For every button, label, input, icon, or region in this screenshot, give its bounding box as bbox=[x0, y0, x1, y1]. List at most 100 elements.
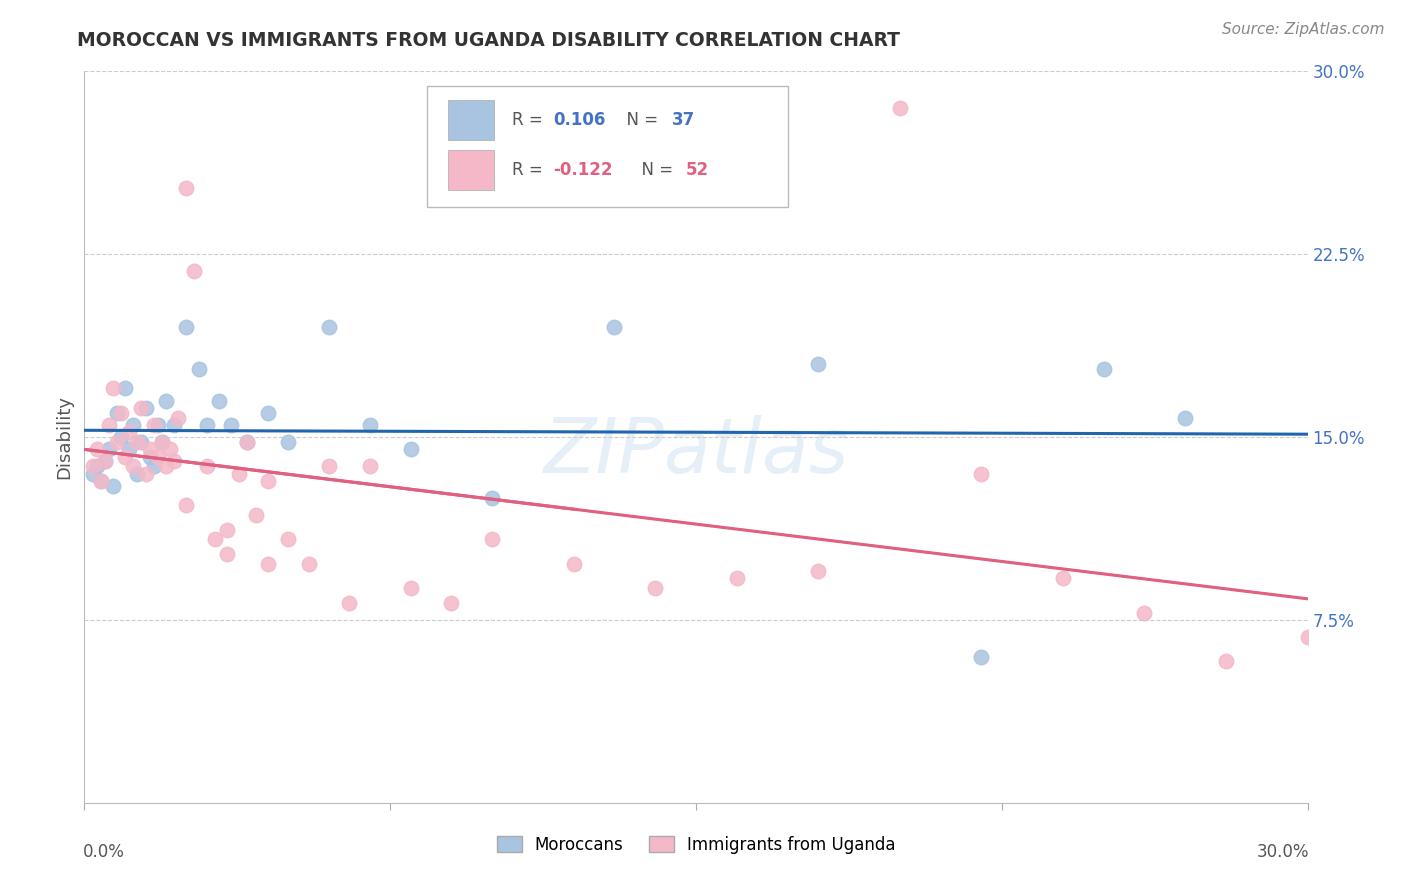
Point bbox=[245, 508, 267, 522]
Point bbox=[236, 434, 259, 449]
Point bbox=[217, 547, 239, 561]
Point bbox=[1174, 410, 1197, 425]
Point bbox=[135, 401, 157, 415]
Point bbox=[146, 417, 169, 432]
Point bbox=[339, 596, 361, 610]
Point bbox=[889, 101, 911, 115]
Point bbox=[101, 479, 124, 493]
Point bbox=[204, 533, 226, 547]
Point bbox=[1092, 361, 1115, 376]
Point bbox=[86, 459, 108, 474]
FancyBboxPatch shape bbox=[447, 100, 494, 140]
Point bbox=[183, 264, 205, 278]
Point bbox=[135, 467, 157, 481]
Text: 30.0%: 30.0% bbox=[1257, 843, 1309, 861]
Point bbox=[163, 417, 186, 432]
Point bbox=[195, 459, 218, 474]
Point bbox=[110, 430, 132, 444]
Y-axis label: Disability: Disability bbox=[55, 395, 73, 479]
Point bbox=[359, 459, 381, 474]
Text: ZIPatlas: ZIPatlas bbox=[543, 415, 849, 489]
Point bbox=[122, 417, 145, 432]
Point bbox=[1296, 630, 1319, 644]
Point bbox=[142, 417, 165, 432]
Point bbox=[603, 320, 626, 334]
Point bbox=[481, 491, 503, 505]
Point bbox=[114, 450, 136, 464]
Point bbox=[110, 406, 132, 420]
Point bbox=[155, 459, 177, 474]
Point bbox=[219, 417, 242, 432]
Point bbox=[217, 523, 239, 537]
Text: 0.106: 0.106 bbox=[553, 112, 605, 129]
Text: MOROCCAN VS IMMIGRANTS FROM UGANDA DISABILITY CORRELATION CHART: MOROCCAN VS IMMIGRANTS FROM UGANDA DISAB… bbox=[77, 31, 900, 50]
Point bbox=[318, 320, 340, 334]
FancyBboxPatch shape bbox=[447, 150, 494, 190]
Point bbox=[1052, 572, 1074, 586]
Point bbox=[127, 467, 149, 481]
Point bbox=[1133, 606, 1156, 620]
Point bbox=[257, 406, 280, 420]
Point bbox=[277, 533, 299, 547]
Text: 0.0%: 0.0% bbox=[83, 843, 125, 861]
Point bbox=[150, 434, 173, 449]
Point bbox=[93, 454, 115, 468]
Point bbox=[807, 564, 830, 578]
Point bbox=[97, 417, 120, 432]
Point bbox=[298, 557, 321, 571]
Text: R =: R = bbox=[513, 112, 548, 129]
Point bbox=[163, 454, 186, 468]
Point bbox=[101, 381, 124, 395]
Text: 37: 37 bbox=[672, 112, 695, 129]
Point bbox=[208, 393, 231, 408]
Point bbox=[725, 572, 748, 586]
Point bbox=[118, 442, 141, 457]
Point bbox=[174, 181, 197, 195]
Text: Source: ZipAtlas.com: Source: ZipAtlas.com bbox=[1222, 22, 1385, 37]
Point bbox=[90, 474, 112, 488]
Point bbox=[399, 442, 422, 457]
Legend: Moroccans, Immigrants from Uganda: Moroccans, Immigrants from Uganda bbox=[489, 829, 903, 860]
Point bbox=[90, 474, 112, 488]
Point bbox=[118, 425, 141, 440]
Point bbox=[86, 442, 108, 457]
Point bbox=[970, 467, 993, 481]
Point bbox=[228, 467, 250, 481]
Point bbox=[562, 557, 585, 571]
Point bbox=[93, 454, 115, 468]
Point bbox=[195, 417, 218, 432]
Point bbox=[187, 361, 209, 376]
Point bbox=[644, 581, 666, 595]
FancyBboxPatch shape bbox=[427, 86, 787, 207]
Point bbox=[142, 459, 165, 474]
Text: R =: R = bbox=[513, 161, 548, 179]
Point bbox=[174, 320, 197, 334]
Point bbox=[159, 442, 181, 457]
Point bbox=[122, 459, 145, 474]
Point bbox=[155, 393, 177, 408]
Point bbox=[105, 406, 128, 420]
Point bbox=[127, 434, 149, 449]
Point bbox=[318, 459, 340, 474]
Text: -0.122: -0.122 bbox=[553, 161, 613, 179]
Point bbox=[114, 381, 136, 395]
Text: 52: 52 bbox=[686, 161, 709, 179]
Point bbox=[1215, 654, 1237, 668]
Point bbox=[440, 596, 463, 610]
Point bbox=[105, 434, 128, 449]
Point bbox=[138, 442, 160, 457]
Point bbox=[138, 450, 160, 464]
Point bbox=[807, 357, 830, 371]
Point bbox=[257, 557, 280, 571]
Point bbox=[277, 434, 299, 449]
Point bbox=[359, 417, 381, 432]
Text: N =: N = bbox=[631, 161, 679, 179]
Point bbox=[167, 410, 190, 425]
Point bbox=[236, 434, 259, 449]
Text: N =: N = bbox=[616, 112, 664, 129]
Point bbox=[970, 649, 993, 664]
Point bbox=[399, 581, 422, 595]
Point bbox=[174, 499, 197, 513]
Point bbox=[150, 434, 173, 449]
Point bbox=[146, 450, 169, 464]
